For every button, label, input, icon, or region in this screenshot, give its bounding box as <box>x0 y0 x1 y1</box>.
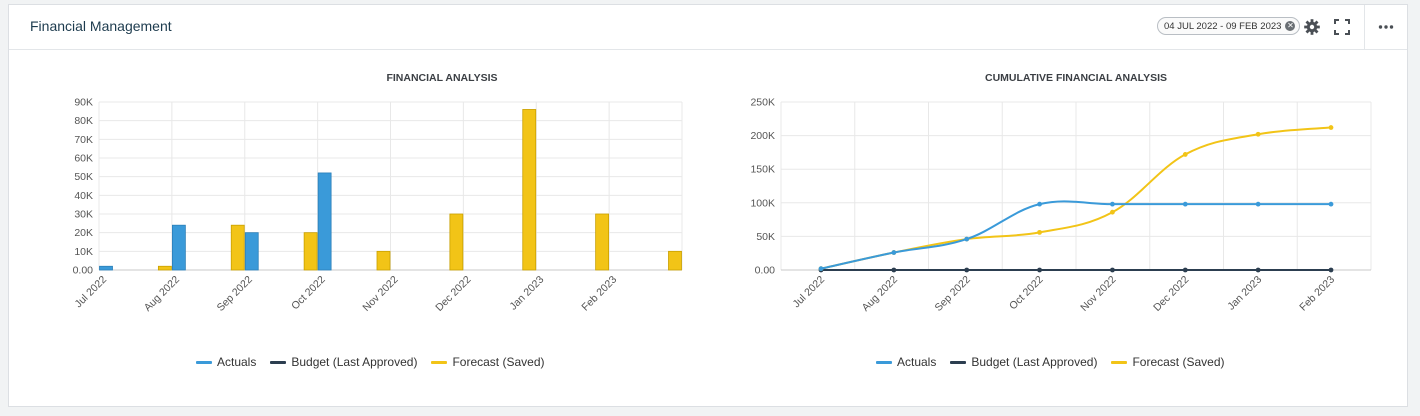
bar-forecast-saved <box>449 213 464 271</box>
x-tick-label: Feb 2023 <box>579 274 619 314</box>
point-budget-last-approved <box>1037 267 1042 273</box>
bar-actuals <box>317 172 332 271</box>
y-tick-label: 0.00 <box>755 265 776 277</box>
x-tick-label: Jul 2022 <box>73 274 110 311</box>
legend-swatch-forecast <box>431 360 448 364</box>
bar-forecast-saved <box>595 213 610 271</box>
point-actuals <box>891 250 897 255</box>
bar-forecast-saved <box>376 250 391 271</box>
point-budget-last-approved <box>1255 267 1261 273</box>
x-tick-label: Feb 2023 <box>1297 274 1337 314</box>
bar-forecast-saved <box>522 109 537 271</box>
x-tick-label: Oct 2022 <box>1007 274 1046 313</box>
legend-label-actuals: Actuals <box>897 355 937 369</box>
clear-icon[interactable]: ✕ <box>1285 21 1296 31</box>
x-tick-label: Oct 2022 <box>289 274 328 313</box>
point-forecast-saved <box>1110 209 1115 215</box>
point-forecast-saved <box>1328 125 1334 130</box>
legend-label-forecast: Forecast (Saved) <box>452 355 545 369</box>
legend-swatch-actuals <box>196 360 212 364</box>
financial-analysis-chart: FINANCIAL ANALYSIS 0.00 10K 20K 30K 40K 50K 60K… <box>73 72 683 314</box>
legend-swatch-actuals <box>876 360 892 364</box>
point-actuals <box>1110 201 1115 207</box>
legend-item-budget[interactable]: Budget (Last Approved) <box>950 355 1097 369</box>
x-tick-label: Sep 2022 <box>215 274 255 314</box>
bar-actuals <box>99 265 113 271</box>
x-tick-label: Jan 2023 <box>1225 274 1264 313</box>
y-tick-label: 10K <box>74 246 93 258</box>
x-tick-label: Aug 2022 <box>860 274 900 314</box>
y-tick-label: 90K <box>74 97 93 109</box>
point-forecast-saved <box>1255 131 1261 137</box>
financial-analysis-legend: Actuals Budget (Last Approved) Forecast … <box>196 355 545 369</box>
y-tick-label: 250K <box>750 97 775 109</box>
bar-forecast-saved <box>157 265 172 271</box>
legend-label-budget: Budget (Last Approved) <box>291 355 418 369</box>
x-tick-label: Sep 2022 <box>933 274 973 314</box>
point-actuals <box>1182 201 1188 207</box>
point-actuals <box>964 236 970 242</box>
y-tick-label: 100K <box>750 197 775 209</box>
y-tick-label: 70K <box>74 134 93 146</box>
x-tick-label: Nov 2022 <box>1078 274 1118 314</box>
bar-actuals <box>171 224 186 271</box>
legend-label-budget: Budget (Last Approved) <box>971 355 1098 369</box>
legend-item-forecast[interactable]: Forecast (Saved) <box>431 355 545 369</box>
date-range-text: 04 JUL 2022 - 09 FEB 2023 <box>1164 20 1282 32</box>
point-budget-last-approved <box>1328 267 1334 273</box>
chart-title: CUMULATIVE FINANCIAL ANALYSIS <box>985 72 1167 84</box>
bar-actuals <box>244 232 259 271</box>
legend-label-forecast: Forecast (Saved) <box>1132 355 1225 369</box>
legend-item-budget[interactable]: Budget (Last Approved) <box>270 355 417 369</box>
expand-icon[interactable] <box>1333 18 1351 36</box>
cumulative-financial-analysis-legend: Actuals Budget (Last Approved) Forecast … <box>876 355 1225 369</box>
x-tick-label: Dec 2022 <box>433 274 473 314</box>
point-budget-last-approved <box>964 267 970 273</box>
legend-label-actuals: Actuals <box>217 355 257 369</box>
x-tick-label: Dec 2022 <box>1151 274 1191 314</box>
point-budget-last-approved <box>1110 267 1115 273</box>
y-tick-label: 0.00 <box>73 265 94 277</box>
point-budget-last-approved <box>1182 267 1188 273</box>
cumulative-financial-analysis-chart: CUMULATIVE FINANCIAL ANALYSIS 0.00 50K 100K… <box>750 72 1372 314</box>
x-tick-label: Jul 2022 <box>791 274 828 311</box>
legend-swatch-budget <box>270 360 287 364</box>
bar-forecast-saved <box>668 250 682 271</box>
chart-title: FINANCIAL ANALYSIS <box>386 72 497 84</box>
legend-item-forecast[interactable]: Forecast (Saved) <box>1111 355 1225 369</box>
settings-icon[interactable] <box>1303 18 1321 36</box>
date-range-filter[interactable]: 04 JUL 2022 - 09 FEB 2023 ✕ <box>1157 17 1301 35</box>
y-tick-label: 150K <box>750 164 775 176</box>
point-forecast-saved <box>1182 152 1188 157</box>
y-tick-label: 30K <box>74 209 93 221</box>
widget-title: Financial Management <box>30 18 172 34</box>
x-tick-label: Nov 2022 <box>360 274 400 314</box>
point-forecast-saved <box>1037 229 1042 235</box>
series-line-actuals <box>820 200 1331 270</box>
legend-swatch-forecast <box>1111 360 1128 364</box>
header-divider <box>1364 5 1365 49</box>
legend-swatch-budget <box>950 360 967 364</box>
legend-item-actuals[interactable]: Actuals <box>196 355 256 369</box>
y-tick-label: 80K <box>74 115 93 127</box>
widget-header: Financial Management 04 JUL 2022 - 09 FE… <box>9 5 1407 50</box>
point-actuals <box>1328 201 1334 207</box>
y-tick-label: 50K <box>756 231 775 243</box>
y-tick-label: 60K <box>74 153 93 165</box>
x-tick-label: Aug 2022 <box>142 274 182 314</box>
point-actuals <box>1037 201 1042 207</box>
point-actuals <box>818 266 824 272</box>
y-tick-label: 20K <box>74 227 93 239</box>
x-tick-label: Jan 2023 <box>507 274 546 313</box>
bar-forecast-saved <box>303 232 318 271</box>
y-tick-label: 50K <box>74 171 93 183</box>
bar-forecast-saved <box>230 224 245 271</box>
y-tick-label: 40K <box>74 190 93 202</box>
financial-management-widget: Financial Management 04 JUL 2022 - 09 FE… <box>8 4 1408 407</box>
y-tick-label: 200K <box>750 130 775 142</box>
point-budget-last-approved <box>891 267 897 273</box>
point-actuals <box>1255 201 1261 207</box>
more-icon[interactable] <box>1377 18 1395 36</box>
legend-item-actuals[interactable]: Actuals <box>876 355 936 369</box>
